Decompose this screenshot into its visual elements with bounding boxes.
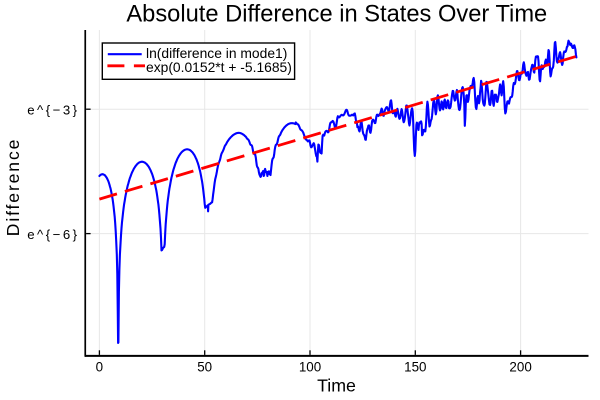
svg-text:exp(0.0152*t + -5.1685): exp(0.0152*t + -5.1685)	[146, 59, 292, 75]
svg-text:Difference: Difference	[3, 138, 23, 236]
svg-text:e^{−3}: e^{−3}	[27, 103, 79, 118]
svg-text:e^{−6}: e^{−6}	[27, 227, 79, 242]
svg-text:Time: Time	[317, 375, 356, 395]
svg-text:0: 0	[96, 359, 103, 374]
svg-text:100: 100	[299, 359, 321, 374]
svg-text:50: 50	[197, 359, 212, 374]
svg-text:200: 200	[509, 359, 531, 374]
svg-text:Absolute Difference in States: Absolute Difference in States Over Time	[126, 2, 547, 28]
svg-text:ln(difference in mode1): ln(difference in mode1)	[146, 45, 287, 61]
svg-text:150: 150	[404, 359, 426, 374]
